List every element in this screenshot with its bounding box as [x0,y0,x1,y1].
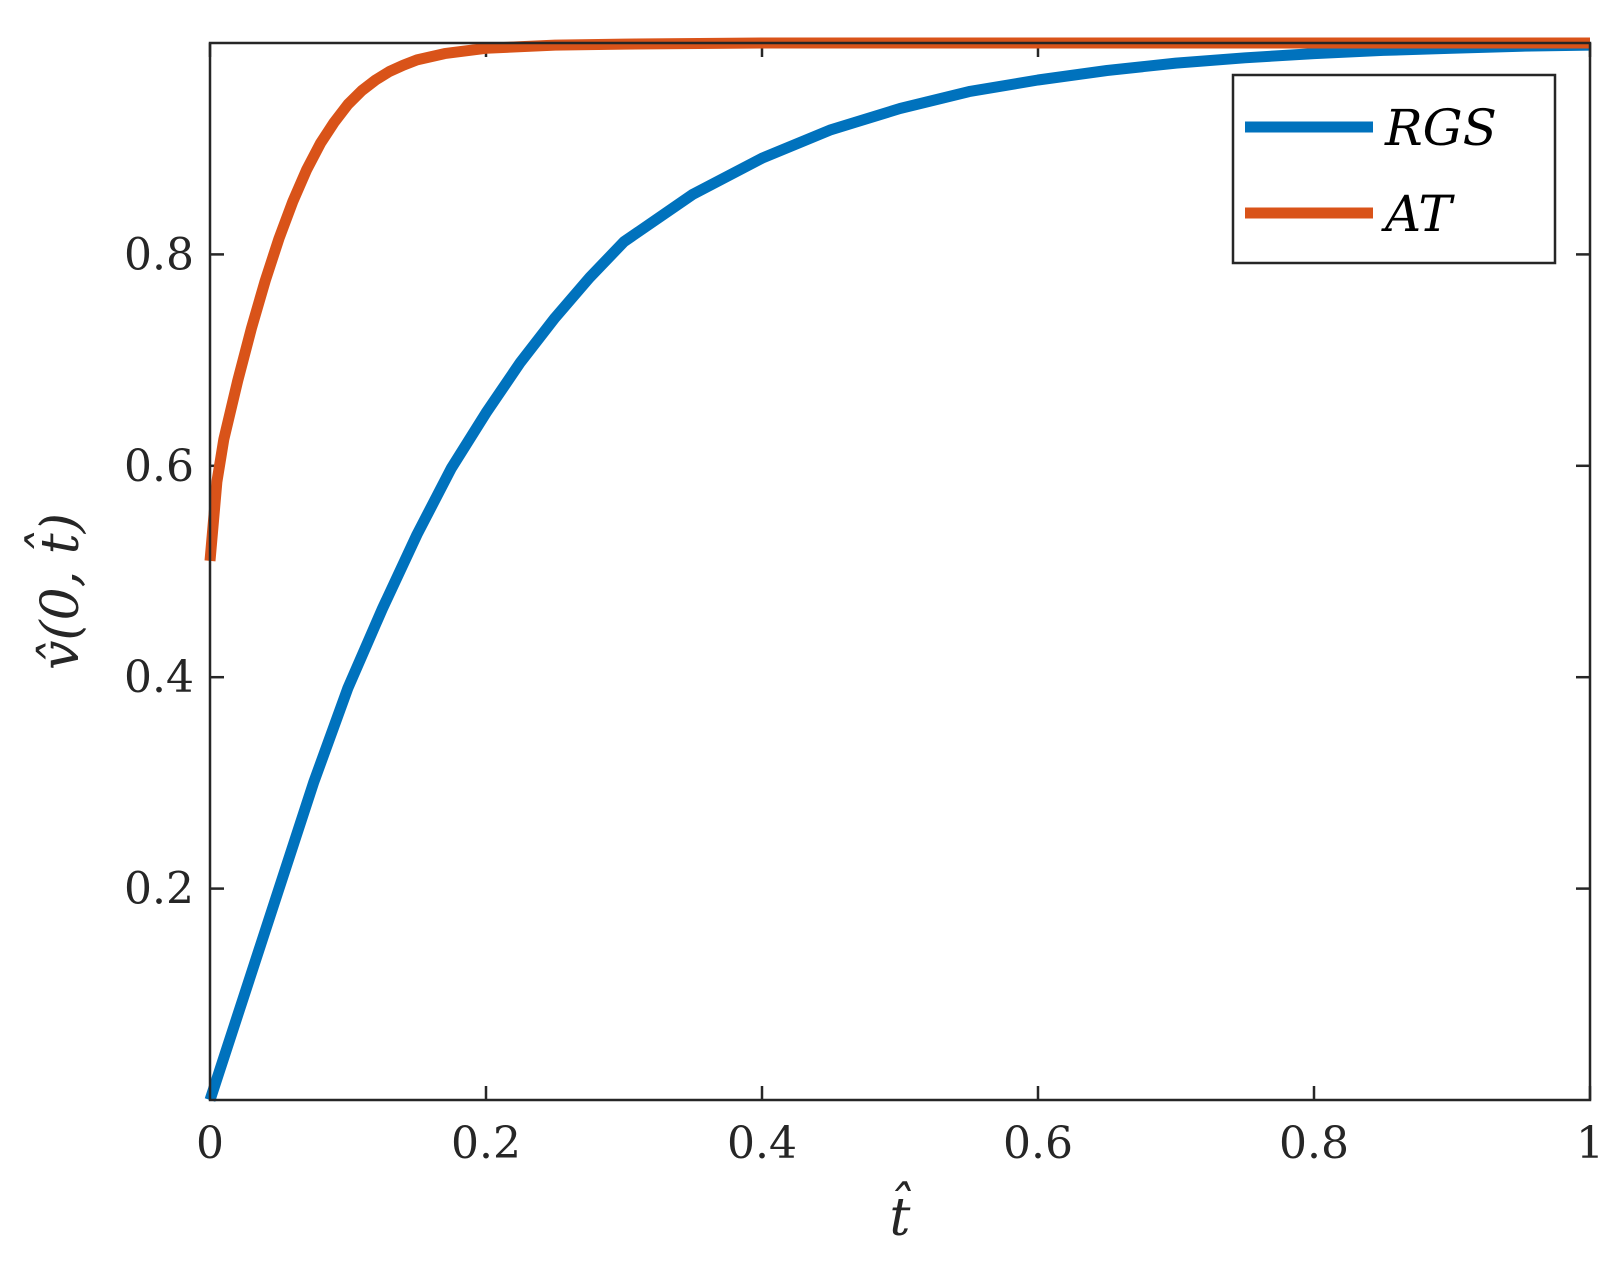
x-tick-label: 0.4 [727,1118,797,1169]
y-tick-label: 0.2 [124,864,194,915]
y-axis-label: v̂(0, t̂) [25,513,91,670]
x-tick-label: 0.2 [451,1118,521,1169]
legend-label: AT [1381,185,1455,243]
y-tick-label: 0.8 [124,229,194,280]
legend-label: RGS [1384,99,1497,157]
tick-labels: 0 0.2 0.4 0.6 0.8 1 0.2 0.4 0.6 0.8 [124,229,1604,1169]
y-tick-label: 0.4 [124,652,194,703]
x-tick-label: 0 [196,1118,224,1169]
x-tick-label: 0.8 [1279,1118,1349,1169]
plot-frame [208,41,1592,1102]
legend: RGS AT [1231,73,1557,265]
y-tick-label: 0.6 [124,441,194,492]
x-tick-label: 1 [1576,1118,1604,1169]
x-axis-label: t̂ [890,1182,912,1248]
series-line-rgs [204,39,1591,1102]
legend-box [1231,73,1557,265]
x-tick-label: 0.6 [1003,1118,1073,1169]
